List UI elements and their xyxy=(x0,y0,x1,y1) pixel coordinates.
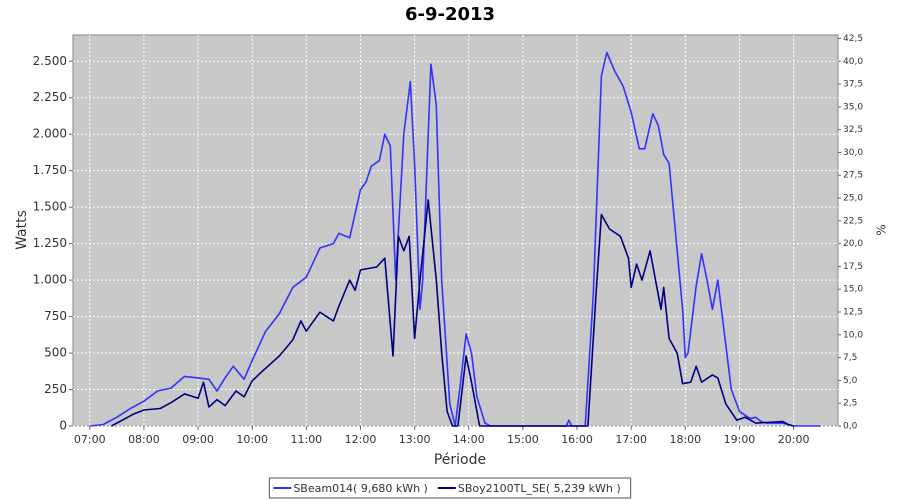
y2-tick-label: 35,0 xyxy=(843,102,863,112)
x-tick-label: 07:00 xyxy=(74,433,106,446)
y2-tick-label: 10,0 xyxy=(843,330,863,340)
y2-tick-label: 7,5 xyxy=(843,353,857,363)
y-tick-label: 2.250 xyxy=(33,90,67,104)
y-tick-label: 250 xyxy=(44,382,67,396)
y-tick-label: 500 xyxy=(44,346,67,360)
x-tick-label: 08:00 xyxy=(128,433,160,446)
y2-tick-label: 42,5 xyxy=(843,34,863,44)
y2-tick-label: 30,0 xyxy=(843,148,863,158)
y2-tick-label: 27,5 xyxy=(843,171,863,181)
x-tick-label: 20:00 xyxy=(778,433,810,446)
x-tick-label: 12:00 xyxy=(345,433,377,446)
x-tick-label: 10:00 xyxy=(236,433,268,446)
x-tick-label: 15:00 xyxy=(507,433,539,446)
y-tick-label: 750 xyxy=(44,309,67,323)
legend-label: SBeam014( 9,680 kWh ) xyxy=(293,482,428,495)
y-tick-label: 1.000 xyxy=(33,273,67,287)
y2-tick-label: 32,5 xyxy=(843,125,863,135)
y2-tick-label: 12,5 xyxy=(843,308,863,318)
x-axis-label: Période xyxy=(434,452,486,468)
y2-tick-label: 25,0 xyxy=(843,194,863,204)
y-tick-label: 1.250 xyxy=(33,236,67,250)
y2-tick-label: 20,0 xyxy=(843,239,863,249)
x-tick-label: 18:00 xyxy=(669,433,701,446)
y2-tick-label: 15,0 xyxy=(843,285,863,295)
x-tick-label: 11:00 xyxy=(290,433,322,446)
x-tick-label: 19:00 xyxy=(724,433,756,446)
y2-tick-label: 40,0 xyxy=(843,57,863,67)
x-tick-label: 14:00 xyxy=(453,433,485,446)
y-tick-label: 2.000 xyxy=(33,127,67,141)
x-tick-label: 16:00 xyxy=(561,433,593,446)
y2-tick-label: 5,0 xyxy=(843,376,858,386)
y2-tick-label: 22,5 xyxy=(843,216,863,226)
x-tick-label: 13:00 xyxy=(399,433,431,446)
y-tick-label: 1.500 xyxy=(33,200,67,214)
y2-axis-label: % xyxy=(875,224,889,235)
y2-tick-label: 2,5 xyxy=(843,399,857,409)
series-line xyxy=(111,199,794,427)
x-tick-label: 09:00 xyxy=(182,433,214,446)
series-line xyxy=(89,51,821,427)
y2-tick-label: 37,5 xyxy=(843,80,863,90)
y-axis-label: Watts xyxy=(14,210,30,250)
x-tick-label: 17:00 xyxy=(615,433,647,446)
y-tick-label: 0 xyxy=(59,419,67,433)
y-tick-label: 2.500 xyxy=(33,54,67,68)
y2-tick-label: 17,5 xyxy=(843,262,863,272)
y2-tick-label: 0,0 xyxy=(843,422,858,432)
plot-area xyxy=(72,34,839,427)
chart-title: 6-9-2013 xyxy=(405,4,495,25)
y-tick-label: 1.750 xyxy=(33,163,67,177)
legend-label: SBoy2100TL_SE( 5,239 kWh ) xyxy=(458,482,621,495)
